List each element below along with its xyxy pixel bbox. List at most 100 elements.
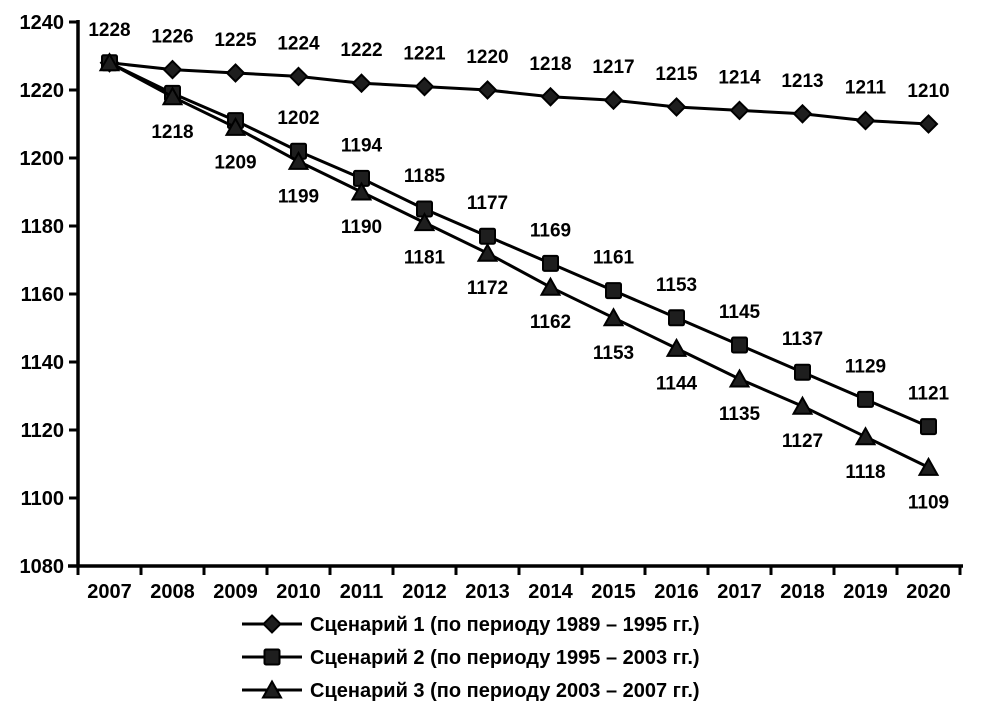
data-label: 1161 <box>593 248 635 269</box>
data-point-marker <box>413 212 436 232</box>
data-point-marker <box>605 282 622 300</box>
x-axis-tick-label: 2014 <box>528 581 573 603</box>
legend-label: Сценарий 2 (по периоду 1995 – 2003 гг.) <box>310 647 700 669</box>
data-point-marker <box>665 337 688 357</box>
x-axis-tick-label: 2007 <box>87 581 132 603</box>
data-point-marker <box>603 90 624 111</box>
data-point-marker <box>729 100 750 121</box>
data-label: 1153 <box>656 275 697 296</box>
data-label: 1210 <box>907 81 949 102</box>
data-point-marker <box>791 395 814 415</box>
legend-square-icon <box>263 648 281 666</box>
data-label: 1109 <box>908 492 949 513</box>
data-label: 1190 <box>341 217 382 238</box>
x-axis-tick-label: 2017 <box>717 581 762 603</box>
data-point-marker <box>288 66 309 87</box>
data-label: 1118 <box>845 462 885 483</box>
legend-label: Сценарий 1 (по периоду 1989 – 1995 гг.) <box>310 614 700 636</box>
data-point-marker <box>224 116 247 136</box>
data-label: 1127 <box>782 431 823 452</box>
data-label: 1215 <box>655 64 698 85</box>
data-point-marker <box>728 368 751 388</box>
data-label: 1199 <box>278 186 319 207</box>
data-label: 1228 <box>88 20 130 41</box>
data-label: 1217 <box>592 57 634 78</box>
y-axis-tick-label: 1220 <box>20 80 65 102</box>
data-label: 1224 <box>277 33 320 54</box>
data-point-marker <box>857 390 874 408</box>
data-point-marker <box>287 150 310 170</box>
data-label: 1177 <box>467 193 508 214</box>
series-line <box>108 61 930 428</box>
x-axis-tick-label: 2020 <box>906 581 951 603</box>
data-point-marker <box>666 97 687 117</box>
data-point-marker <box>540 86 561 107</box>
x-axis-tick-label: 2019 <box>843 581 888 603</box>
data-point-marker <box>350 181 373 201</box>
x-axis-tick-label: 2011 <box>340 581 383 603</box>
data-label: 1181 <box>404 248 446 269</box>
data-point-marker <box>917 456 940 476</box>
y-axis-tick-label: 1160 <box>21 284 64 306</box>
series-line <box>109 61 929 126</box>
x-axis-tick-label: 2013 <box>465 581 510 603</box>
data-label: 1218 <box>151 122 193 143</box>
y-axis-tick-label: 1200 <box>20 148 65 170</box>
y-axis-tick-label: 1140 <box>21 352 64 374</box>
y-axis-tick-label: 1180 <box>21 216 64 238</box>
y-axis-tick-label: 1120 <box>21 420 64 442</box>
data-point-marker <box>794 363 811 381</box>
data-point-marker <box>351 73 372 94</box>
data-label: 1129 <box>845 356 886 377</box>
data-label: 1225 <box>214 30 257 51</box>
data-point-marker <box>162 59 183 80</box>
data-point-marker <box>98 52 121 72</box>
data-label: 1226 <box>151 27 193 48</box>
data-label: 1121 <box>908 384 950 405</box>
y-axis-tick-label: 1240 <box>20 12 65 34</box>
data-label: 1209 <box>214 152 256 173</box>
data-point-marker <box>854 426 877 446</box>
data-label: 1144 <box>656 373 698 394</box>
data-label: 1214 <box>718 67 761 88</box>
data-label: 1221 <box>403 44 446 65</box>
legend-triangle-icon <box>261 679 283 699</box>
data-label: 1220 <box>466 47 508 68</box>
legend-diamond-icon <box>262 614 282 634</box>
data-label: 1213 <box>781 71 823 92</box>
data-point-marker <box>602 307 625 327</box>
data-label: 1135 <box>719 404 761 425</box>
data-label: 1162 <box>530 312 571 333</box>
y-axis-tick-label: 1080 <box>20 556 65 578</box>
data-point-marker <box>161 86 184 106</box>
y-axis-tick-label: 1100 <box>21 488 64 510</box>
data-point-marker <box>731 336 748 354</box>
data-label: 1153 <box>593 343 634 364</box>
data-point-marker <box>477 80 498 100</box>
data-point-marker <box>539 276 562 296</box>
data-label: 1194 <box>341 135 383 156</box>
data-label: 1218 <box>529 54 571 75</box>
data-point-marker <box>668 309 685 327</box>
data-label: 1185 <box>404 166 446 187</box>
x-axis-tick-label: 2012 <box>402 581 447 603</box>
data-point-marker <box>918 114 939 134</box>
data-label: 1222 <box>340 40 382 61</box>
x-axis-tick-label: 2016 <box>654 581 699 603</box>
data-label: 1172 <box>467 278 508 299</box>
data-point-marker <box>855 110 876 131</box>
data-point-marker <box>920 418 937 436</box>
x-axis-tick-label: 2018 <box>780 581 825 603</box>
x-axis-tick-label: 2015 <box>591 581 636 603</box>
x-axis-tick-label: 2009 <box>213 581 258 603</box>
data-point-marker <box>479 227 496 245</box>
data-point-marker <box>792 103 813 124</box>
data-point-marker <box>542 254 559 272</box>
series-line <box>108 61 930 469</box>
data-label: 1211 <box>845 78 887 99</box>
data-point-marker <box>225 63 246 83</box>
data-point-marker <box>414 76 435 97</box>
data-label: 1202 <box>277 108 319 129</box>
